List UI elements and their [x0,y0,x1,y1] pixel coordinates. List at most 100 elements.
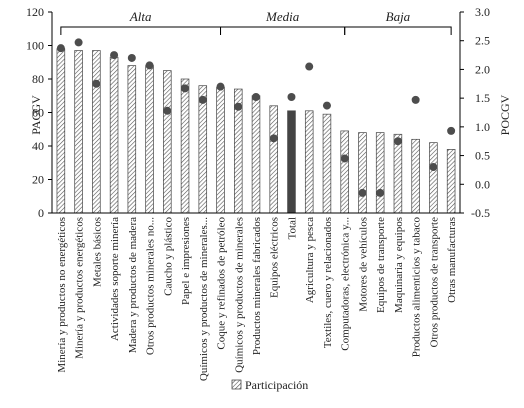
dot-pocgv [340,154,349,163]
category-label: Computadoras, electrónica y... [340,217,352,351]
dot-pocgv [127,53,136,62]
right-tick-label: 1.5 [475,91,490,105]
dot-pocgv [234,102,243,111]
y-axis-title-right: POCGV [498,94,512,135]
right-tick-label: -0.5 [471,206,490,220]
category-label: Químicos y productos de minerales [233,217,245,373]
bar-participacion [393,133,403,214]
bar-participacion [216,87,225,214]
dot-pocgv [145,61,154,70]
category-label: Metales básicos [91,217,103,287]
category-label: Madera y productos de madera [127,217,139,353]
category-labels: Minería y productos no energéticos Minerí… [56,217,458,382]
category-label: Productos alimenticios y tabaco [411,217,423,358]
bar-participacion [145,65,154,214]
bars [56,48,456,214]
left-tick-label: 100 [26,39,44,53]
right-tick-label: 3.0 [475,5,490,19]
right-tick-labels: -0.5 0.0 0.5 1.0 1.5 2.0 2.5 3.0 [460,5,490,220]
category-label: Motores de vehículos [357,217,369,312]
category-label: Equipos de transporte [375,217,387,313]
legend-swatch [231,379,242,390]
bar-participacion [287,110,296,214]
left-tick-label: 80 [32,72,44,86]
group-bracket-alta: Alta [60,9,222,35]
dot-pocgv [305,62,314,71]
dot-pocgv [376,188,385,197]
bar-participacion [304,110,314,214]
bar-participacion [446,149,456,214]
category-label: Actividades soporte minería [109,217,121,341]
dot-pocgv [358,188,367,197]
dot-pocgv [252,92,260,101]
group-bracket-baja: Baja [344,9,452,35]
left-tick-label: 0 [38,206,44,220]
category-label: Papel e impresiones [180,217,192,305]
category-label: Textiles, cuero y relacionados [322,217,334,348]
bar-participacion [127,65,137,214]
category-label: Maquinaria y equipos [393,217,405,313]
category-label: Caucho y plástico [162,217,174,296]
bar-participacion [411,138,420,214]
group-bracket-line [60,26,222,35]
category-label: Coque y refinados de petróleo [216,217,228,350]
dot-pocgv [269,134,278,143]
bar-participacion [322,113,332,214]
legend: Participación [231,378,308,392]
left-tick-label: 60 [32,106,44,120]
dot-pocgv [411,95,420,104]
left-tick-labels: 0 20 40 60 80 100 120 [26,5,52,220]
category-label: Otros productos de transporte [428,217,440,348]
dot-pocgv [198,95,207,104]
bar-participacion [198,85,208,214]
group-label-media: Media [265,9,300,24]
dot-pocgv [110,51,119,60]
bar-participacion [269,105,278,214]
right-tick-label: 2.5 [475,34,490,48]
group-bracket-line [344,26,452,35]
group-brackets: Alta Media Baja [60,9,452,35]
group-label-baja: Baja [386,9,411,24]
dot-pocgv [163,106,172,115]
category-label: Minería y productos energéticos [74,217,86,359]
bar-participacion [358,132,367,214]
right-tick-label: 0.5 [475,149,490,163]
bar-participacion [92,50,101,214]
category-label: Equipos eléctricos [269,217,281,298]
bar-participacion [180,78,190,214]
dot-pocgv [216,82,225,91]
bar-participacion [56,48,66,214]
group-bracket-media: Media [220,9,346,35]
legend-label: Participación [245,378,308,392]
category-label: Productos minerales fabricados [251,217,263,355]
category-label: Otras manufacturas [446,217,458,303]
category-label: Otros productos minerales no... [145,217,157,355]
category-label: Químicos y productos de minerales... [198,217,210,381]
dot-pocgv [447,126,456,135]
bar-participacion [375,132,385,214]
right-tick-label: 2.0 [475,62,490,76]
bar-participacion [340,130,349,214]
dot-pocgv [322,101,331,110]
dot-pocgv [181,84,190,93]
right-tick-label: 0.0 [475,177,490,191]
left-tick-label: 40 [32,139,44,153]
bar-participacion [163,70,172,214]
dot-pocgv [429,163,438,172]
category-label: Minería y productos no energéticos [56,217,68,373]
bar-participacion [74,50,83,214]
left-tick-label: 20 [32,173,44,187]
bar-participacion [109,56,119,214]
bar-participacion [429,142,438,214]
group-bracket-line [220,26,346,35]
category-label: Total [286,217,298,239]
group-label-alta: Alta [129,9,152,24]
y-axis-title-left: PACGV [29,95,43,135]
dot-pocgv [393,137,402,146]
dot-pocgv [56,44,65,53]
right-tick-label: 1.0 [475,120,490,134]
dot-pocgv [287,92,296,101]
dot-pocgv [74,38,83,47]
category-label: Agricultura y pesca [304,217,316,303]
